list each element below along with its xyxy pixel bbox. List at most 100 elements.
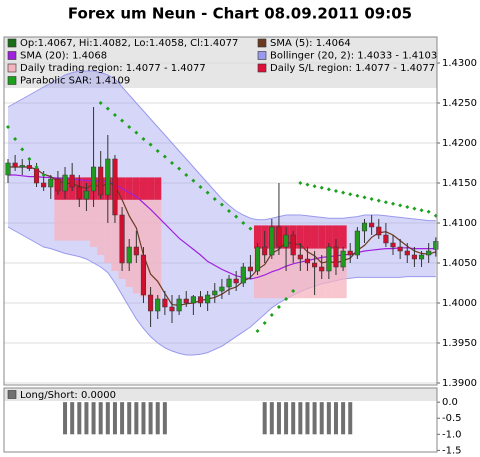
sar-point [27,157,32,161]
candle-body [62,174,68,192]
legend-swatch [7,390,17,399]
region [303,248,312,299]
candle-body [133,246,139,256]
sar-point [398,203,403,208]
region [154,177,162,200]
bar [63,402,68,435]
region [289,248,297,299]
legend-label: Long/Short: 0.0000 [20,390,116,401]
candle-body [26,165,32,169]
sar-point [426,209,431,214]
region [275,248,283,299]
candle-body [312,262,318,268]
region [268,248,276,299]
candle-body [390,242,396,248]
bar [276,402,281,435]
sar-point [205,190,210,195]
sar-point [405,205,410,209]
sar-point [333,189,338,193]
sar-point [355,193,360,198]
sar-point [177,166,182,171]
candle-body [183,298,189,304]
y-tick-label: 1.4150 [442,178,477,189]
candle-body [376,226,382,236]
sar-point [305,182,310,187]
bar [105,402,110,435]
candle-body [333,246,339,268]
legend-swatch [7,76,17,85]
candle-body [55,178,61,192]
bar [127,402,132,435]
candle-body [418,254,425,260]
sar-point [362,195,367,200]
candle-body [304,258,311,264]
sar-point [98,101,103,105]
region [111,199,119,271]
bar [134,402,139,435]
candle-body [361,222,368,232]
region [97,199,105,255]
candle-body [69,174,75,188]
candle-body [176,298,182,312]
sar-point [212,197,217,201]
candle-body [276,226,282,248]
region [104,199,112,263]
sar-point [162,154,167,159]
candle-body [319,266,325,272]
candle-body [404,250,410,256]
bar [291,402,296,435]
candle-body [219,286,225,292]
bar [77,402,82,435]
bar [120,402,125,435]
y-tick-label: -1.0 [442,429,462,440]
bar [284,402,289,435]
sar-point [319,185,324,190]
sar-point [348,192,353,197]
sar-point [234,214,239,219]
candle-body [205,294,211,304]
legend-swatch [257,38,267,48]
sar-point [326,187,331,192]
sar-point [276,305,281,309]
legend-swatch [7,51,17,60]
sar-point [248,226,253,231]
bar [98,402,103,435]
candle-body [19,165,25,168]
region [139,177,148,200]
candle-body [112,158,118,216]
bar [162,402,167,435]
candle-body [226,278,232,288]
candle-body [5,162,11,176]
candle-body [190,296,196,304]
region [68,199,76,241]
legend-swatch [257,51,267,60]
candle-body [397,246,403,252]
bar [319,402,324,435]
candle-body [369,222,375,228]
region [147,177,155,200]
region [339,248,347,299]
y-tick-label: -1.5 [442,445,462,456]
y-tick-label: 1.4250 [442,98,477,109]
candle-body [41,182,47,188]
sar-point [419,208,424,213]
sar-point [376,198,381,203]
y-tick-label: 1.4100 [442,218,477,229]
bar [155,402,160,435]
legend-label: SMA (5): 1.4064 [270,38,351,49]
region [154,199,162,299]
region [318,225,326,249]
y-tick-label: -0.5 [442,413,462,424]
sar-point [120,118,125,123]
bar [91,402,96,435]
bar [348,402,353,435]
sar-point [412,206,417,211]
bar [141,402,146,435]
sar-point [20,147,25,152]
bar [112,402,117,435]
region [132,177,140,200]
region [311,225,319,249]
candle-body [119,214,125,264]
candle-body [76,186,82,200]
